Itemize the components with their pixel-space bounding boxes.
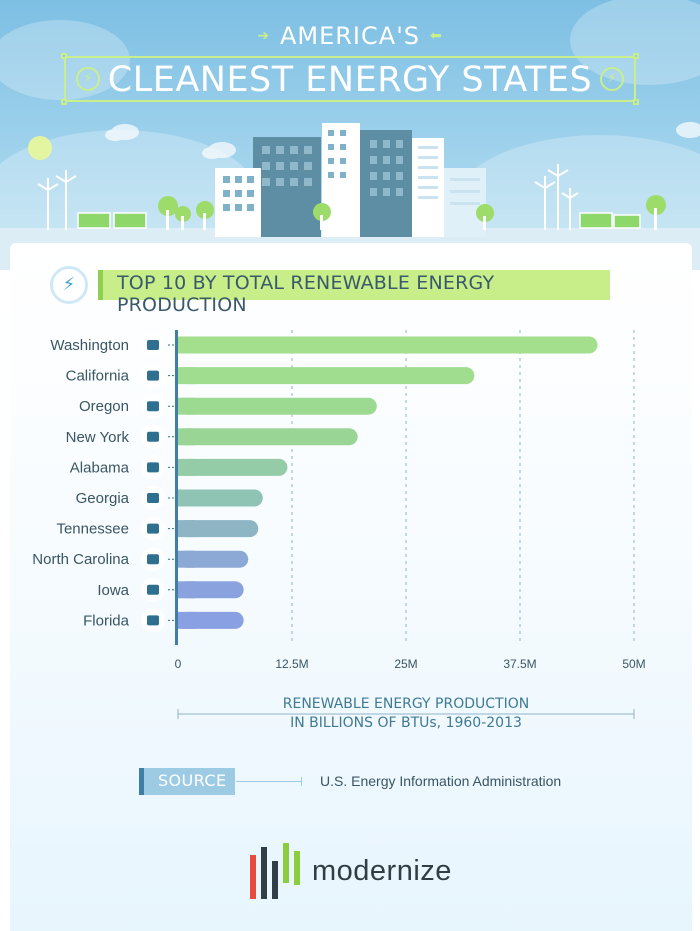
california-icon [147, 370, 159, 381]
frame-corner [633, 99, 639, 105]
bar [178, 397, 377, 415]
x-tick-label: 0 [175, 657, 182, 671]
chart-card [10, 243, 692, 931]
bar [178, 336, 598, 354]
category-label: Iowa [97, 582, 129, 599]
florida-icon [147, 615, 159, 626]
category-label: New York [66, 429, 130, 446]
section-title: TOP 10 BY TOTAL RENEWABLE ENERGY PRODUCT… [117, 272, 495, 316]
x-tick-label: 25M [394, 657, 417, 671]
frame-corner [633, 53, 639, 59]
bar-base [178, 428, 195, 446]
category-label: Tennessee [56, 521, 129, 538]
arrow-right-icon: ➔ [257, 28, 270, 44]
wind-turbine-icon [37, 164, 579, 230]
source-connector [236, 777, 302, 786]
bar [178, 428, 358, 446]
category-label: Florida [83, 612, 130, 629]
bar [178, 367, 475, 385]
bar [178, 550, 249, 568]
modernize-logo-icon [250, 843, 300, 899]
frame-corner [61, 99, 67, 105]
x-axis-caption-line-2: IN BILLIONS OF BTUs, 1960-2013 [290, 715, 522, 731]
category-label: Georgia [76, 490, 130, 507]
bar [178, 458, 288, 476]
bar-base [178, 550, 195, 568]
solar-panel-icon [77, 212, 641, 229]
bar-base [178, 336, 195, 354]
trees-icon [158, 195, 666, 230]
source-tag: SOURCE [139, 768, 235, 795]
arrow-left-icon: ⬅ [430, 28, 443, 44]
header-kicker: ➔ AMERICA'S ⬅ [0, 22, 700, 50]
page-title: CLEANEST ENERGY STATES [107, 60, 593, 100]
iowa-icon [147, 584, 159, 595]
bar-base [178, 581, 195, 599]
category-label: North Carolina [32, 551, 129, 568]
bar [178, 520, 259, 538]
washington-icon [147, 340, 159, 350]
georgia-icon [147, 493, 159, 503]
x-axis-caption-line-1: RENEWABLE ENERGY PRODUCTION [282, 696, 530, 712]
tennessee-icon [147, 523, 159, 534]
north-carolina-icon [147, 554, 159, 565]
category-label: Washington [50, 337, 129, 354]
bar-base [178, 397, 195, 415]
oregon-icon [147, 401, 159, 412]
bolt-icon: ⚡ [50, 266, 88, 304]
header-banner: ➔ AMERICA'S ⬅ ⚡ CLEANEST ENERGY STATES ⚡ [0, 0, 700, 270]
source-label: SOURCE [158, 771, 227, 790]
x-axis-caption: RENEWABLE ENERGY PRODUCTION IN BILLIONS … [178, 695, 634, 733]
title-frame: ⚡ CLEANEST ENERGY STATES ⚡ [61, 53, 639, 105]
source-text: U.S. Energy Information Administration [320, 773, 562, 789]
x-tick-label: 12.5M [275, 657, 308, 671]
bolt-icon: ⚡ [76, 67, 100, 91]
new-york-icon [147, 431, 159, 442]
bar-base [178, 367, 195, 385]
category-label: Oregon [79, 398, 129, 415]
bolt-icon: ⚡ [600, 67, 624, 91]
bar-base [178, 611, 195, 629]
section-title-bar: TOP 10 BY TOTAL RENEWABLE ENERGY PRODUCT… [98, 270, 610, 316]
category-label: Alabama [70, 459, 130, 476]
bar-base [178, 489, 195, 507]
bar-base [178, 520, 195, 538]
sun-icon [28, 136, 52, 160]
x-tick-label: 50M [622, 657, 645, 671]
y-axis [175, 330, 178, 645]
bar-base [178, 458, 195, 476]
brand-name: modernize [312, 855, 452, 887]
bar [178, 489, 263, 507]
kicker-text: AMERICA'S [279, 22, 421, 50]
category-label: California [66, 368, 130, 385]
frame-corner [61, 53, 67, 59]
buildings-icon [215, 123, 486, 237]
alabama-icon [147, 462, 159, 473]
x-tick-label: 37.5M [503, 657, 536, 671]
